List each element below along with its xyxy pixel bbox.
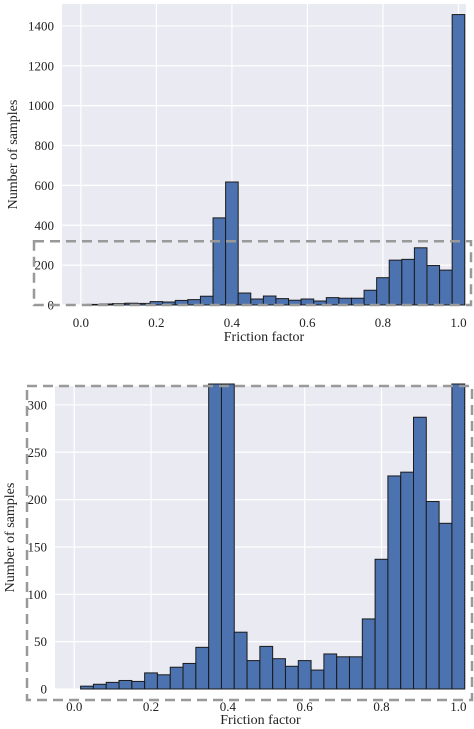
histogram-bar	[246, 660, 261, 690]
y-tick-label: 1200	[28, 58, 54, 73]
y-tick-label: 250	[28, 445, 48, 460]
histogram-bar	[451, 383, 466, 690]
histogram-bar	[413, 247, 428, 306]
histogram-bar	[439, 269, 453, 306]
histogram-bar	[80, 685, 94, 690]
histogram-bar	[237, 292, 252, 306]
histogram-bar	[156, 674, 171, 690]
x-tick-label: 0.6	[299, 315, 316, 330]
histogram-bar	[92, 683, 107, 690]
chart-full-range: 0.0 0.2 0.4 0.6 0.8 1.0 020040060080010001200…	[6, 4, 473, 345]
y-tick-label: 1000	[28, 98, 54, 113]
y-tick-label: 200	[28, 492, 48, 507]
histogram-bar	[348, 656, 363, 690]
y-axis-label: Number of samples	[6, 100, 21, 210]
histogram-bar	[220, 383, 235, 690]
histogram-bar	[105, 681, 120, 690]
chart-zoomed-range: 0.0 0.2 0.4 0.6 0.8 1.0 0 50 100 150 200 250 300 Fr…	[3, 383, 474, 728]
histogram-bar	[195, 646, 210, 690]
x-tick-label: 0.2	[143, 699, 159, 714]
x-ticks: 0.0 0.2 0.4 0.6 0.8 1.0	[73, 315, 467, 330]
histogram-bar	[208, 383, 222, 690]
bars	[80, 383, 466, 690]
y-axis-label: Number of samples	[3, 483, 18, 593]
histogram-bar	[438, 522, 453, 690]
histogram-bar	[387, 475, 402, 690]
zoom-region-box	[25, 384, 474, 702]
x-ticks: 0.0 0.2 0.4 0.6 0.8 1.0	[66, 699, 466, 714]
histogram-bar	[233, 631, 248, 690]
histogram-bar	[131, 680, 146, 690]
y-tick-label: 150	[28, 539, 48, 554]
histogram-bar	[451, 14, 466, 306]
x-tick-label: 1.0	[450, 315, 466, 330]
histogram-bar	[182, 662, 197, 690]
histogram-bar	[199, 295, 214, 306]
y-tick-label: 0	[41, 682, 48, 697]
histogram-bar	[425, 501, 440, 690]
histogram-bar	[376, 277, 390, 306]
zoom-region-box	[32, 239, 473, 307]
grid	[62, 4, 466, 306]
histogram-bar	[310, 669, 325, 690]
y-tick-label: 600	[35, 178, 55, 193]
y-tick-label: 400	[35, 218, 55, 233]
histogram-bar	[374, 558, 389, 690]
histogram-bar	[118, 679, 133, 690]
x-axis-label: Friction factor	[220, 713, 301, 728]
x-tick-label: 0.6	[297, 699, 314, 714]
plot-background	[62, 4, 466, 305]
x-tick-label: 0.0	[66, 699, 82, 714]
histogram-bar	[323, 653, 338, 690]
y-tick-label: 200	[35, 258, 55, 273]
histogram-bar	[259, 645, 274, 690]
histogram-bar	[336, 656, 350, 690]
x-tick-label: 0.8	[373, 699, 389, 714]
y-tick-label: 1400	[28, 18, 54, 33]
histogram-bar	[426, 265, 441, 306]
histogram-bar	[388, 259, 403, 306]
x-tick-label: 0.0	[73, 315, 89, 330]
x-tick-label: 0.8	[375, 315, 391, 330]
histogram-bar	[169, 666, 184, 690]
histogram-bar	[284, 665, 299, 690]
histogram-bar	[144, 672, 158, 690]
histogram-bar	[212, 217, 227, 306]
histogram-bar	[401, 258, 415, 306]
histogram-bar	[413, 416, 427, 690]
y-ticks: 0 50 100 150 200 250 300	[28, 397, 48, 696]
histogram-bar	[272, 658, 286, 690]
histogram-bar	[400, 471, 415, 690]
histogram-bar	[361, 618, 376, 690]
y-tick-label: 50	[34, 634, 47, 649]
histogram-bar	[363, 289, 378, 306]
histogram-bar	[262, 295, 277, 306]
y-tick-label: 800	[35, 138, 55, 153]
y-tick-label: 100	[28, 587, 48, 602]
x-axis-label: Friction factor	[224, 330, 305, 345]
histogram-bar	[297, 660, 312, 690]
x-tick-label: 1.0	[450, 699, 466, 714]
y-tick-label: 300	[28, 397, 48, 412]
x-tick-label: 0.4	[220, 699, 237, 714]
x-tick-label: 0.4	[224, 315, 241, 330]
histogram-bar	[225, 181, 239, 306]
x-tick-label: 0.2	[148, 315, 164, 330]
